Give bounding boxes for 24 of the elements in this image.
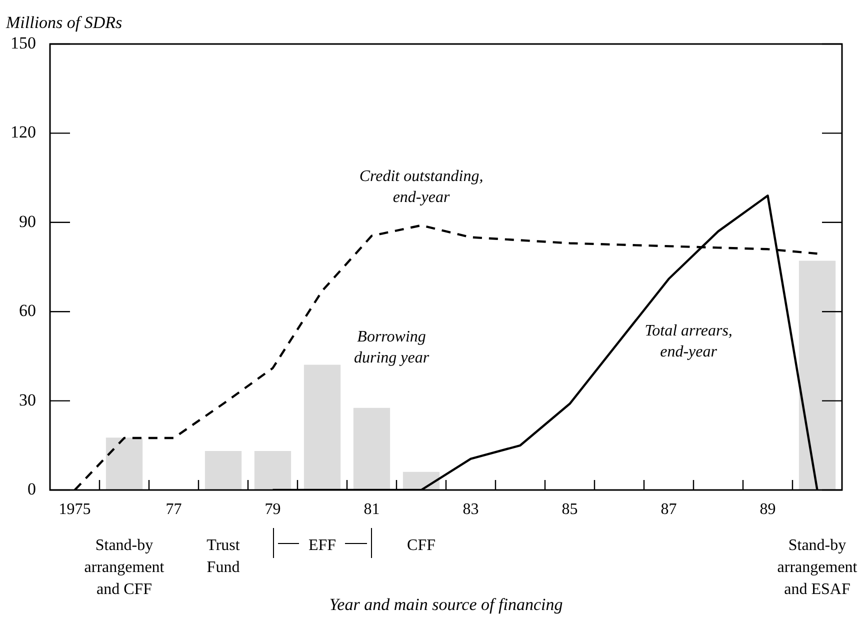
x-tick-label: 79 xyxy=(264,500,281,518)
text: EFF xyxy=(308,537,336,554)
y-tick-label: 150 xyxy=(10,33,36,52)
y-axis-title: Millions of SDRs xyxy=(5,13,123,32)
x-tick-label: 83 xyxy=(462,500,479,518)
x-tick-label: 87 xyxy=(660,500,677,518)
x-tick-label: 85 xyxy=(562,500,578,518)
text: Stand-by arrangement and ESAF xyxy=(777,537,858,598)
text: Stand-by arrangement and CFF xyxy=(84,537,165,598)
y-tick-label: 0 xyxy=(28,479,36,498)
y-tick-label: 120 xyxy=(10,122,36,142)
y-tick-label: 60 xyxy=(19,301,36,320)
x-tick-label: 81 xyxy=(364,500,380,518)
x-tick-label: 89 xyxy=(760,500,776,518)
text: CFF xyxy=(407,537,436,554)
annotation: Total arrears, end-year xyxy=(644,322,732,360)
x-tick-label: 77 xyxy=(166,500,182,518)
x-tick-label: 1975 xyxy=(58,500,91,518)
annotation: Credit outstanding, end-year xyxy=(359,168,484,206)
x-axis-title: Year and main source of financing xyxy=(329,595,563,614)
y-tick-label: 90 xyxy=(19,212,36,231)
text: Trust Fund xyxy=(206,537,240,576)
annotation: Borrowing during year xyxy=(354,328,430,366)
y-tick-label: 30 xyxy=(19,390,36,410)
